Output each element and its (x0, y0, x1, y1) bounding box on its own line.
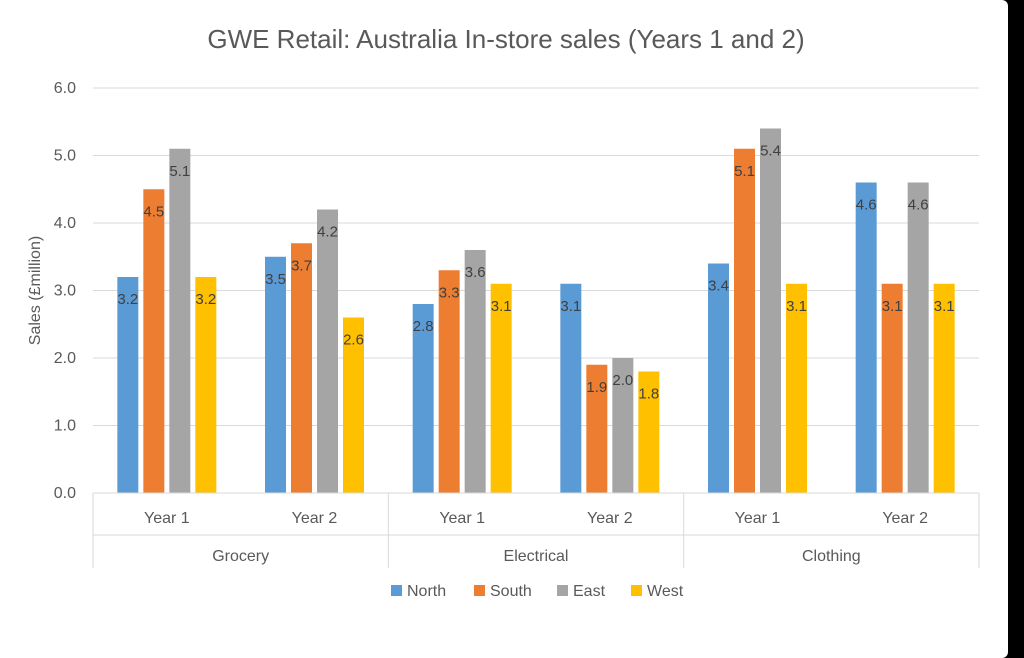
y-tick-label: 2.0 (54, 350, 76, 367)
data-label: 1.8 (638, 386, 659, 403)
bar-north (265, 256, 286, 493)
group-label: Electrical (504, 548, 569, 565)
data-label: 2.0 (612, 372, 633, 389)
bar-east (464, 250, 486, 493)
bar-east (317, 209, 338, 493)
legend-swatch-west (631, 585, 642, 596)
bar-west (933, 283, 955, 493)
data-label: 3.3 (439, 284, 460, 301)
bar-north (708, 263, 729, 493)
x-tick-label: Year 2 (292, 510, 338, 527)
y-tick-label: 3.0 (54, 283, 76, 300)
legend-label-east: East (573, 583, 606, 600)
bar-west (343, 317, 364, 493)
bar-east (169, 148, 191, 493)
x-tick-label: Year 2 (587, 510, 633, 527)
y-tick-label: 0.0 (54, 485, 76, 502)
x-tick-label: Year 1 (735, 510, 781, 527)
bar-north (855, 182, 877, 493)
bar-south (291, 243, 312, 493)
data-label: 5.1 (169, 163, 190, 180)
bar-east (612, 358, 634, 493)
data-label: 3.4 (708, 278, 729, 295)
data-label: 3.6 (465, 264, 486, 281)
data-label: 1.9 (586, 379, 607, 396)
data-label: 3.2 (195, 291, 216, 308)
legend-swatch-north (391, 585, 402, 596)
bar-north (117, 277, 139, 493)
data-label: 5.4 (760, 143, 781, 160)
legend: North South East West (391, 583, 684, 600)
legend-swatch-east (557, 585, 568, 596)
x-axis: Year 1 Year 2 Year 1 Year 2 Year 1 Year 2 Groc… (92, 492, 980, 568)
x-tick-label: Year 1 (439, 510, 485, 527)
bar-west (638, 371, 660, 493)
chart-title: GWE Retail: Australia In-store sales (Ye… (207, 24, 804, 54)
y-tick-label: 1.0 (54, 418, 76, 435)
x-tick-label: Year 2 (882, 510, 928, 527)
data-label: 3.1 (786, 298, 807, 315)
y-tick-label: 4.0 (54, 215, 76, 232)
data-label: 2.8 (413, 318, 434, 335)
bar-south (734, 148, 755, 493)
bar-north (560, 283, 582, 493)
data-label: 3.1 (560, 298, 581, 315)
bar-east (760, 128, 781, 493)
data-label: 4.6 (908, 197, 929, 214)
data-label: 5.1 (734, 163, 755, 180)
y-tick-label: 6.0 (54, 80, 76, 97)
data-label: 3.2 (117, 291, 138, 308)
data-labels: 3.2 4.5 5.1 3.2 3.5 3.7 4.2 2.6 2.8 3.3 3.6 3.1 3.1 1… (117, 143, 954, 403)
bar-north (412, 304, 434, 493)
bar-south (586, 364, 608, 493)
y-axis-label: Sales (£million) (27, 236, 44, 345)
legend-label-north: North (407, 583, 446, 600)
data-label: 3.1 (934, 298, 955, 315)
legend-label-south: South (490, 583, 532, 600)
legend-swatch-south (474, 585, 485, 596)
data-label: 2.6 (343, 332, 364, 349)
group-label: Grocery (212, 548, 269, 565)
data-label: 3.7 (291, 257, 312, 274)
data-label: 4.5 (143, 203, 164, 220)
x-tick-label: Year 1 (144, 510, 190, 527)
bar-south (881, 283, 903, 493)
legend-label-west: West (647, 583, 684, 600)
group-label: Clothing (802, 548, 861, 565)
bars (117, 128, 955, 493)
gridlines (93, 87, 979, 426)
data-label: 4.6 (856, 197, 877, 214)
bar-west (786, 283, 807, 493)
y-tick-label: 5.0 (54, 148, 76, 165)
bar-west (195, 277, 217, 493)
data-label: 3.1 (882, 298, 903, 315)
data-label: 4.2 (317, 224, 338, 241)
bar-east (907, 182, 929, 493)
data-label: 3.1 (491, 298, 512, 315)
y-axis-ticks: 0.0 1.0 2.0 3.0 4.0 5.0 6.0 (54, 80, 76, 502)
bar-west (490, 283, 512, 493)
bar-south (438, 270, 460, 493)
data-label: 3.5 (265, 271, 286, 288)
bar-south (143, 189, 165, 493)
